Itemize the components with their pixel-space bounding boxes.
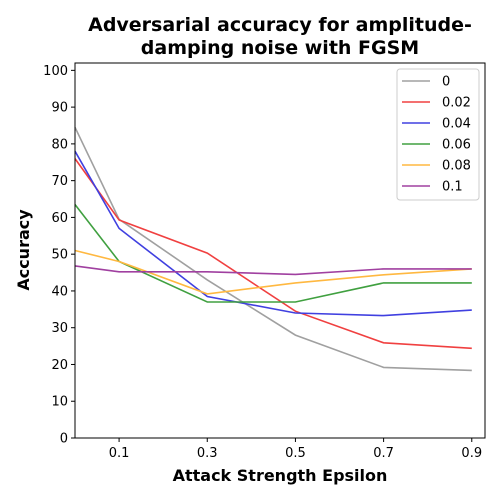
x-axis-label: Attack Strength Epsilon [173, 466, 388, 485]
plot-frame [74, 62, 486, 439]
legend-box [396, 68, 480, 201]
legend-label: 0.06 [442, 138, 471, 153]
series-line-0_1 [74, 265, 472, 276]
x-tick-label: 0.3 [197, 446, 218, 461]
x-tick-label: 0.7 [373, 446, 394, 461]
y-tick-label: 90 [51, 101, 68, 116]
series-line-0_08 [74, 249, 472, 295]
y-tick-label: 70 [51, 174, 68, 189]
x-tick-label: 0.5 [285, 446, 306, 461]
x-tick-label: 0.9 [461, 446, 482, 461]
y-axis-label: Accuracy [14, 209, 33, 291]
chart-title-line-2: damping noise with FGSM [141, 37, 419, 59]
series-line-0 [74, 126, 472, 372]
legend-label: 0.02 [442, 96, 471, 111]
series-line-0_04 [74, 150, 472, 317]
chart-title-line-1: Adversarial accuracy for amplitude- [88, 14, 472, 36]
y-tick-label: 80 [51, 137, 68, 152]
y-tick-label: 60 [51, 211, 68, 226]
legend: 0 0.02 0.04 0.06 0.08 0.1 [396, 68, 480, 201]
y-tick-label: 20 [51, 358, 68, 373]
y-tick-label: 50 [51, 248, 68, 263]
x-tick-label: 0.1 [109, 446, 130, 461]
series-line-0_06 [74, 204, 472, 303]
legend-label: 0 [442, 75, 450, 90]
series-line-0_02 [74, 158, 472, 350]
legend-label: 0.1 [442, 180, 463, 195]
legend-label: 0.04 [442, 117, 471, 132]
legend-label: 0.08 [442, 159, 471, 174]
plot-area: 0 10 20 30 40 50 60 70 80 90 100 0.1 0.3 0.5 0.7 0.9 0 0.… [43, 62, 486, 461]
y-tick-label: 0 [60, 432, 68, 447]
y-tick-label: 100 [43, 64, 68, 79]
y-tick-label: 30 [51, 321, 68, 336]
y-tick-label: 40 [51, 284, 68, 299]
y-tick-label: 10 [51, 395, 68, 410]
